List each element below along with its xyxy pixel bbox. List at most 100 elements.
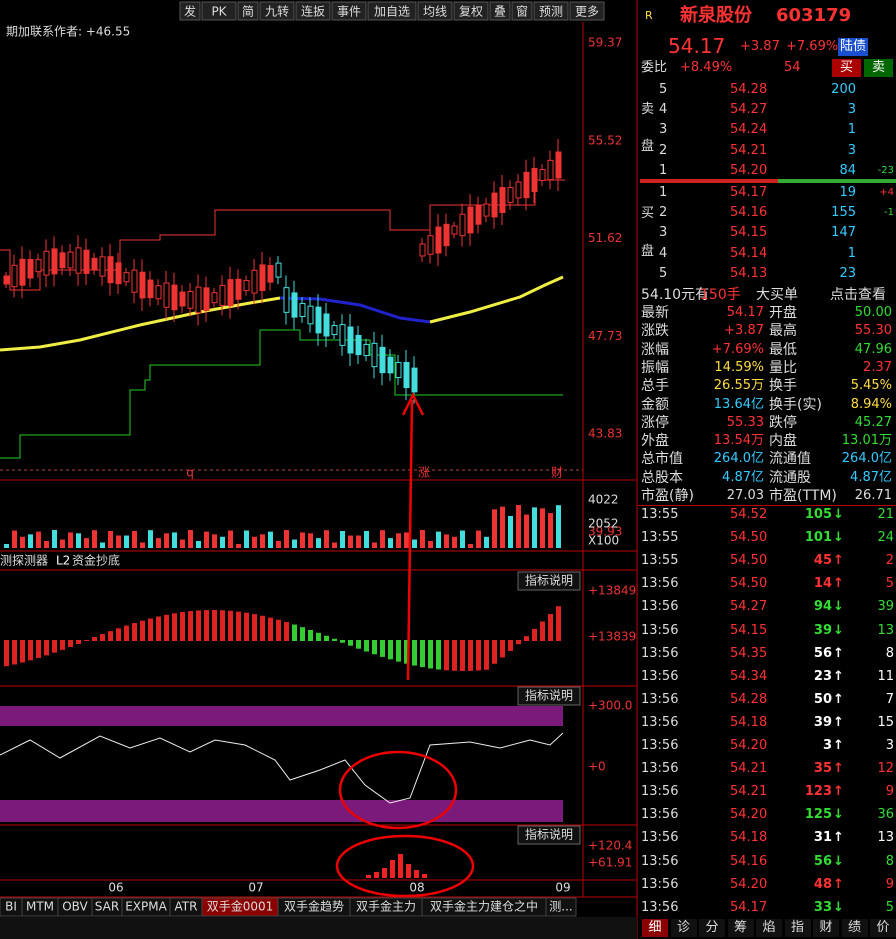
stat-label: 最新 [641,305,669,321]
candle-body [275,262,282,278]
volume-bar [444,534,449,548]
hist-bar [204,610,209,641]
level-qty: 200 [831,82,856,97]
candle-body [339,324,346,346]
volume-bar [364,531,369,548]
trade-volume: 125 [804,807,832,823]
toolbar-label: 九转 [265,4,289,19]
trade-count: 15 [877,714,894,730]
volume-axis-label: X100 [588,534,619,548]
toolbar-button[interactable] [179,1,201,21]
status[interactable]: 点击查看 [830,287,886,303]
stat-value: 47.96 [854,341,892,357]
volume-bar [332,542,337,548]
candle-body [483,203,490,217]
toolbar-button[interactable] [331,1,367,21]
volume-bar [52,530,57,548]
hist-bar [188,611,193,641]
hist-bar [452,640,457,671]
hist-bar [148,618,153,641]
stat-label: 涨幅 [641,341,669,358]
volume-axis-label: 4022 [588,493,619,507]
level-change: -1 [884,207,894,219]
toolbar-button[interactable] [417,1,453,21]
stat-label: 流通股 [769,469,811,486]
hist-bar [404,640,409,664]
trade-time: 13:56 [641,761,679,777]
toolbar-button[interactable] [259,1,295,21]
volume-bar [244,530,249,548]
trade-volume: 23 [813,668,832,684]
volume-bar [556,505,561,548]
trade-arrow: ↑ [833,738,844,753]
hist-bar [380,640,385,657]
volume-bar [532,507,537,548]
volume-bar [116,535,121,548]
volume-axis-label: 2052 [588,517,619,531]
toolbar-button[interactable] [489,1,511,21]
side-tab[interactable]: 财 [813,919,839,937]
toolbar-button[interactable] [533,1,569,21]
signal-bars [366,854,427,878]
toolbar-button[interactable] [367,1,417,21]
stat-value: 13.54万 [713,433,764,449]
level-qty: 3 [847,102,856,118]
price-axis-label: 59.37 [588,36,622,50]
candle-body [387,356,394,374]
side-tab[interactable]: 细 [642,919,668,937]
candle-body [147,279,154,299]
toolbar-button[interactable] [237,1,259,21]
toolbar-button[interactable] [511,1,533,21]
sell-button[interactable]: 卖 [864,59,894,77]
candle-body [539,169,546,181]
hist-bar [364,640,369,652]
side-tab[interactable]: 绩 [841,919,868,937]
level: 1 [659,185,668,200]
toolbar-label: PK [211,5,227,19]
trade-count: 12 [877,761,894,777]
volume-bar [284,530,289,548]
volume-bar [228,530,233,548]
stat-value: 13.01万 [841,433,892,449]
hist-bar [180,612,185,641]
stock-tag[interactable]: 陆债 [838,38,869,56]
side-tab[interactable]: 价 [870,919,896,937]
bottom-tab[interactable] [545,897,577,917]
signal-bar [382,868,387,878]
trade-count: 5 [885,576,894,592]
toolbar-button[interactable] [453,1,489,21]
toolbar-button[interactable] [569,1,605,21]
indicator-button[interactable] [517,825,581,845]
scrollbar[interactable] [0,917,637,939]
candle-body [403,361,410,389]
side-tab[interactable]: 筹 [727,919,754,937]
side-tab[interactable]: 指 [784,919,811,937]
side-tab[interactable]: 诊 [670,919,697,937]
trade-volume: 48 [813,876,832,892]
volume-bar [4,544,9,548]
panel-tab: L2 [56,554,70,568]
toolbar-label: 加自选 [374,5,410,19]
side-tab[interactable]: 分 [699,919,725,937]
trade-time: 13:56 [641,853,679,869]
side-tab[interactable]: 焰 [756,919,782,937]
toolbar-button[interactable] [295,1,331,21]
level-price: 54.16 [730,205,768,221]
candle-body [35,259,42,273]
hist-bar [100,634,105,641]
indicator-button[interactable] [517,571,581,591]
hist-bar [428,640,433,669]
indicator-button[interactable] [517,686,581,706]
candle-body [499,187,506,213]
buy-button[interactable]: 买 [832,59,862,77]
hist-bar [60,640,65,650]
trade-count: 9 [885,784,894,800]
volume-bar [372,542,377,548]
stat-value: 55.30 [854,323,892,339]
toolbar-button[interactable] [201,1,237,21]
hist-bar [484,640,489,670]
stat-label: 开盘 [769,305,797,321]
volume-bar [404,532,409,548]
stat-label: 涨停 [641,414,669,431]
trade-count: 39 [877,599,894,615]
